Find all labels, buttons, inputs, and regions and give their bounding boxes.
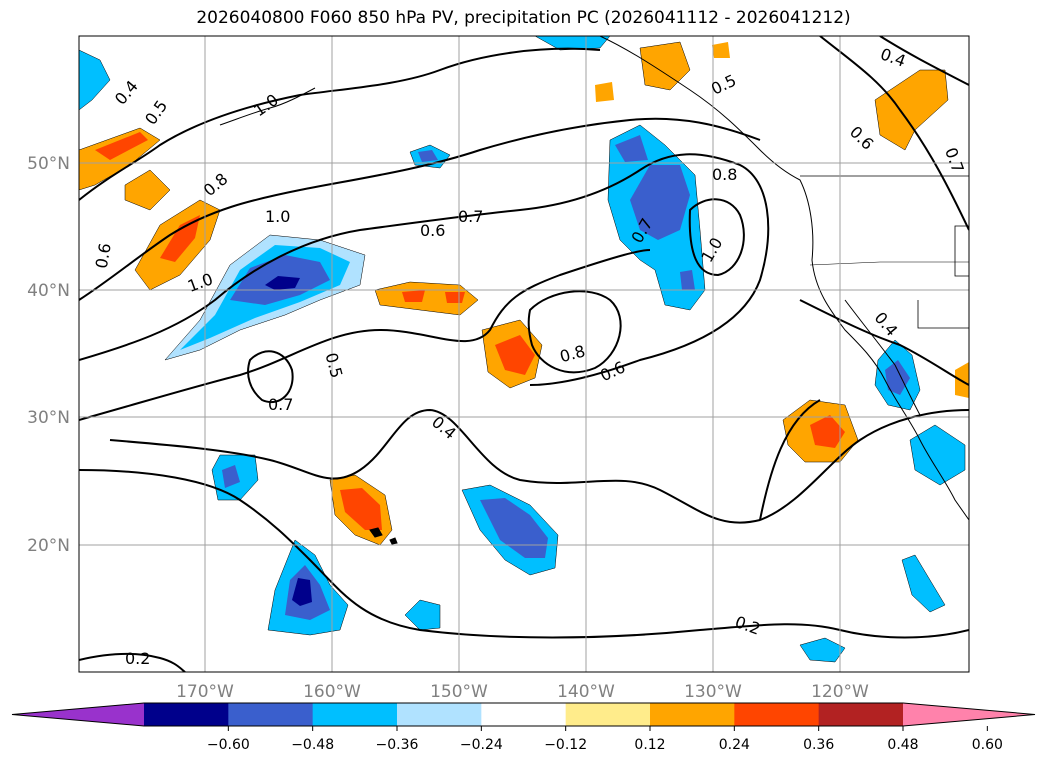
colorbar-label: −0.24 <box>460 737 503 753</box>
colorbar-label: −0.12 <box>544 737 587 753</box>
map-plot-area: 0.4 0.5 1.0 0.8 1.0 0.6 1.0 0.6 0.7 0.5 … <box>79 36 969 672</box>
colorbar-outline <box>11 702 1036 727</box>
lat-tick-label: 30°N <box>27 408 70 428</box>
colorbar-label: 0.36 <box>803 737 834 753</box>
colorbar-bin <box>734 703 820 726</box>
colorbar-label: −0.60 <box>207 737 250 753</box>
colorbar-label: 0.12 <box>634 737 665 753</box>
contour-label: 0.6 <box>420 221 445 240</box>
contour-label: 0.8 <box>712 165 737 184</box>
lat-tick-label: 40°N <box>27 281 70 301</box>
colorbar-bin <box>481 703 567 726</box>
lon-tick-label: 160°W <box>303 682 361 702</box>
colorbar-bin <box>818 703 904 726</box>
colorbar-extend-low <box>12 703 144 726</box>
precip-negative-nw <box>79 49 111 111</box>
precip-fields <box>79 36 969 663</box>
colorbar-extend-high <box>903 703 1035 726</box>
coastlines <box>219 36 969 545</box>
contour-label: 0.2 <box>125 649 150 668</box>
lat-tick-label: 50°N <box>27 154 70 174</box>
contour-label: 0.7 <box>458 207 483 226</box>
lon-tick-label: 130°W <box>684 682 742 702</box>
contour-label: 1.0 <box>265 207 290 226</box>
map-frame <box>78 35 970 673</box>
gridlines <box>79 36 969 672</box>
pv-contours <box>79 36 969 672</box>
colorbar-bin <box>650 703 735 726</box>
colorbar-label: 0.24 <box>719 737 750 753</box>
lon-tick-label: 150°W <box>430 682 488 702</box>
map-title: 2026040800 F060 850 hPa PV, precipitatio… <box>196 8 851 28</box>
colorbar-bin <box>228 703 314 726</box>
lon-tick-label: 140°W <box>557 682 615 702</box>
colorbar-label: 0.48 <box>887 737 918 753</box>
colorbar-bin <box>312 703 398 726</box>
contour-label: 0.7 <box>268 395 293 414</box>
lat-tick-label: 20°N <box>27 536 70 556</box>
colorbar-label: −0.48 <box>291 737 334 753</box>
lon-tick-label: 170°W <box>176 682 234 702</box>
colorbar-bin <box>565 703 651 726</box>
colorbar: −0.60 −0.48 −0.36 −0.24 −0.12 0.12 0.24 0.36 0.4… <box>11 702 1036 753</box>
lon-tick-label: 120°W <box>811 682 869 702</box>
colorbar-bin <box>144 703 229 726</box>
lon-axis: 170°W 160°W 150°W 140°W 130°W 120°W <box>176 682 869 702</box>
lat-axis: 50°N 40°N 30°N 20°N <box>27 154 70 556</box>
contour-label: 0.6 <box>92 242 115 270</box>
colorbar-bin <box>397 703 482 726</box>
colorbar-label: 0.60 <box>972 737 1003 753</box>
colorbar-label: −0.36 <box>376 737 419 753</box>
